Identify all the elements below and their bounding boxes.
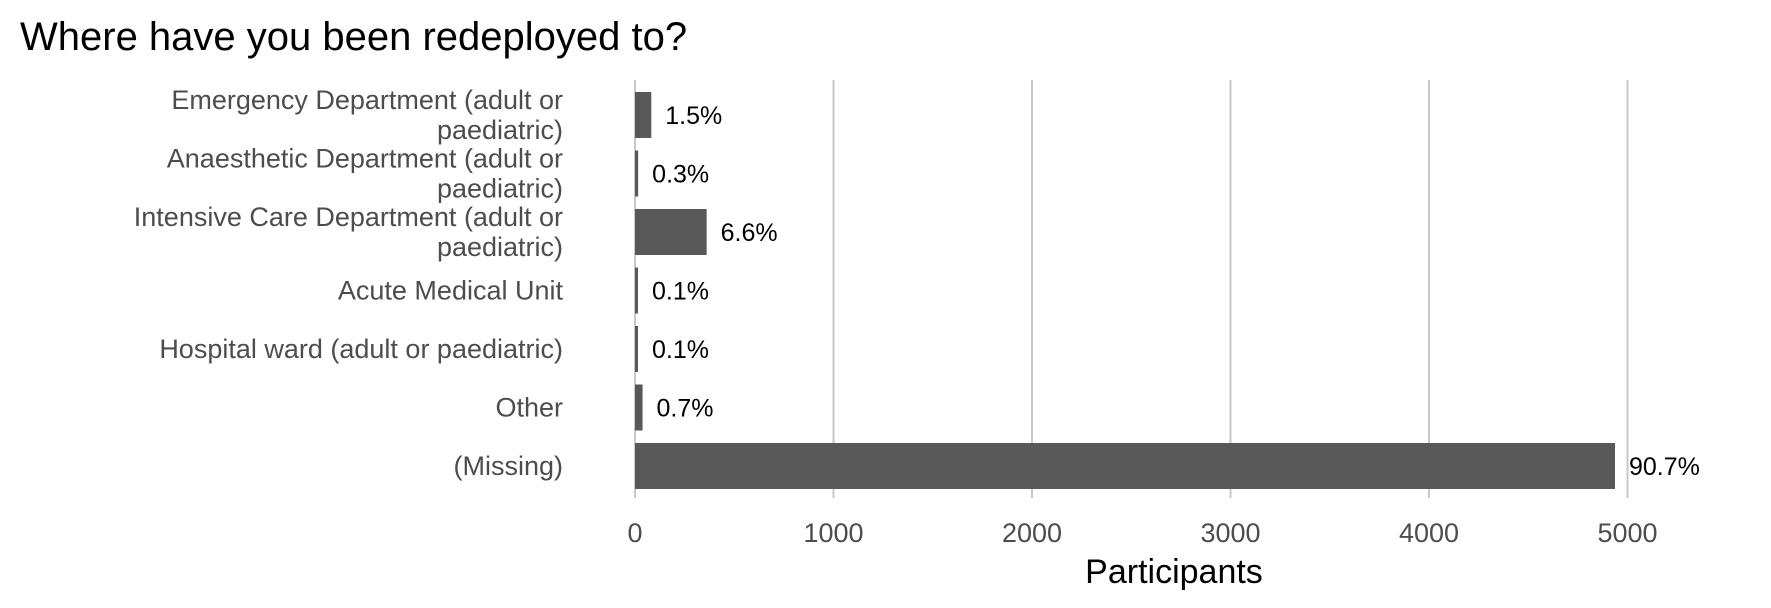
category-label: Acute Medical Unit [338, 276, 564, 306]
category-label: Emergency Department (adult or paediatric… [171, 85, 563, 145]
data-label: 0.3% [652, 161, 709, 189]
category-label-line: paediatric) [437, 232, 563, 262]
bar [635, 92, 652, 138]
x-tick-labels: 0 1000 2000 3000 4000 5000 [627, 518, 1657, 548]
x-tick-label: 3000 [1200, 518, 1260, 548]
bar [635, 209, 707, 255]
category-label: Hospital ward (adult or paediatric) [159, 334, 563, 364]
category-label-line: Acute Medical Unit [338, 276, 564, 306]
category-label: Intensive Care Department (adult or paedi… [134, 202, 563, 262]
category-label-line: paediatric) [437, 174, 563, 204]
bar [635, 384, 643, 431]
category-label-line: Other [495, 393, 563, 423]
x-tick-label: 2000 [1002, 518, 1062, 548]
x-axis-title: Participants [1085, 553, 1263, 591]
x-tick-label: 1000 [803, 518, 863, 548]
x-tick-label: 0 [627, 518, 642, 548]
category-label-line: (Missing) [453, 451, 563, 481]
category-label-line: Hospital ward (adult or paediatric) [159, 334, 563, 364]
bar [635, 443, 1615, 489]
category-label: Anaesthetic Department (adult or paediatr… [167, 144, 563, 204]
data-label: 1.5% [665, 102, 722, 130]
data-label: 0.7% [657, 395, 714, 423]
category-label-line: Anaesthetic Department (adult or [167, 144, 563, 174]
category-label-line: Intensive Care Department (adult or [134, 202, 563, 232]
data-label: 0.1% [652, 278, 709, 306]
bar [635, 267, 638, 314]
bar [635, 150, 639, 197]
bars [635, 92, 1615, 489]
category-label: Other [495, 393, 563, 423]
chart-title: Where have you been redeployed to? [20, 15, 687, 59]
data-label: 90.7% [1629, 453, 1700, 481]
category-label-line: Emergency Department (adult or [171, 85, 563, 115]
data-labels: 1.5% 0.3% 6.6% 0.1% 0.1% 0.7% 90.7% [652, 102, 1700, 481]
data-label: 0.1% [652, 336, 709, 364]
x-tick-label: 5000 [1597, 518, 1657, 548]
category-label: (Missing) [453, 451, 563, 481]
data-label: 6.6% [721, 219, 778, 247]
grid-lines [634, 80, 1629, 498]
category-label-line: paediatric) [437, 115, 563, 145]
bar [635, 326, 638, 372]
category-labels: Emergency Department (adult or paediatric… [134, 85, 564, 481]
x-tick-label: 4000 [1399, 518, 1459, 548]
